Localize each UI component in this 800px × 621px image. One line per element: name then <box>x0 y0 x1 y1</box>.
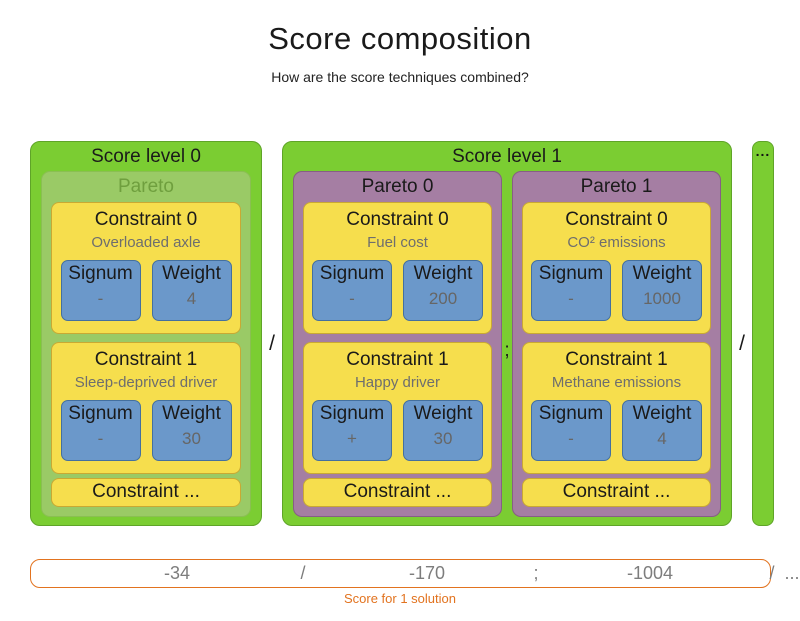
signum-box: Signum - <box>531 260 611 321</box>
weight-box: Weight 4 <box>151 260 232 321</box>
score-bar-tail-separator: / <box>769 563 775 583</box>
constraint-box: Constraint 0 CO² emissions Signum - Weig… <box>522 202 711 334</box>
weight-label: Weight <box>632 403 692 424</box>
level-separator: / <box>269 331 275 355</box>
weight-label: Weight <box>413 263 473 284</box>
weight-box: Weight 200 <box>403 260 483 321</box>
constraint-title: Constraint 0 <box>94 209 198 230</box>
weight-value: 30 <box>182 429 201 448</box>
constraint-title: Constraint 1 <box>346 349 449 370</box>
signum-value: - <box>97 289 104 308</box>
page-subtitle: How are the score techniques combined? <box>271 69 529 85</box>
score-level-0-label: Score level 0 <box>91 146 201 167</box>
weight-box: Weight 30 <box>403 400 483 461</box>
score-level-1-label: Score level 1 <box>452 146 562 167</box>
signum-label: Signum <box>538 263 604 284</box>
score-value-pareto0: -170 <box>408 563 446 583</box>
score-caption: Score for 1 solution <box>343 591 456 606</box>
weight-label: Weight <box>413 403 473 424</box>
tail-separator: / <box>739 331 745 355</box>
signum-weight-row: Signum - Weight 1000 <box>531 260 702 321</box>
signum-weight-row: Signum + Weight 30 <box>312 400 483 461</box>
score-level-1-body: Pareto 0 Constraint 0 Fuel cost Signum -… <box>293 171 721 517</box>
pareto-separator: ; <box>504 340 510 361</box>
constraint-box: Constraint 1 Happy driver Signum + Weigh… <box>303 342 492 474</box>
constraint-more-box: Constraint ... <box>522 478 711 507</box>
signum-value: + <box>347 429 357 448</box>
signum-value: - <box>97 429 104 448</box>
signum-box: Signum - <box>60 400 141 461</box>
weight-box: Weight 4 <box>622 400 702 461</box>
weight-box: Weight 1000 <box>622 260 702 321</box>
pareto-0-label: Pareto 0 <box>361 176 434 197</box>
signum-box: Signum - <box>531 400 611 461</box>
signum-label: Signum <box>68 403 133 424</box>
pareto-box: Pareto Constraint 0 Overloaded axle Sign… <box>41 171 251 517</box>
signum-value: - <box>349 289 355 308</box>
weight-label: Weight <box>632 263 692 284</box>
pareto-0-box: Pareto 0 Constraint 0 Fuel cost Signum -… <box>293 171 502 517</box>
constraint-title: Constraint 1 <box>565 349 668 370</box>
weight-value: 4 <box>657 429 667 448</box>
signum-box: Signum - <box>312 260 392 321</box>
constraint-name: Methane emissions <box>551 374 682 391</box>
constraint-title: Constraint 1 <box>94 349 198 370</box>
constraint-name: Overloaded axle <box>91 234 201 251</box>
constraint-title: Constraint 0 <box>565 209 668 230</box>
more-score-levels-box: ... <box>752 141 774 526</box>
signum-weight-row: Signum - Weight 4 <box>531 400 702 461</box>
score-level-0-box: Score level 0 Pareto Constraint 0 Overlo… <box>30 141 262 526</box>
score-bar: -34 / -170 ; -1004 / ... <box>30 559 800 588</box>
signum-box: Signum - <box>60 260 141 321</box>
score-bar-ellipsis: ... <box>784 563 800 583</box>
constraint-more-box: Constraint ... <box>303 478 492 507</box>
score-value-level0: -34 <box>163 563 191 583</box>
signum-box: Signum + <box>312 400 392 461</box>
score-value-pareto1: -1004 <box>626 563 674 583</box>
score-bar-pareto-separator: ; <box>533 563 539 583</box>
pareto-label: Pareto <box>118 176 174 197</box>
score-bar-level-separator: / <box>300 563 306 583</box>
constraint-box: Constraint 1 Methane emissions Signum - … <box>522 342 711 474</box>
page-title: Score composition <box>268 21 532 56</box>
constraint-name: CO² emissions <box>567 234 666 251</box>
constraint-name: Happy driver <box>354 374 441 391</box>
constraint-box: Constraint 1 Sleep-deprived driver Signu… <box>51 342 241 474</box>
weight-value: 1000 <box>643 289 681 308</box>
weight-value: 4 <box>186 289 197 308</box>
signum-label: Signum <box>319 403 385 424</box>
weight-value: 30 <box>433 429 453 448</box>
constraint-title: Constraint 0 <box>346 209 449 230</box>
constraint-more-box: Constraint ... <box>51 478 241 507</box>
constraint-name: Sleep-deprived driver <box>74 374 218 391</box>
signum-weight-row: Signum - Weight 4 <box>60 260 232 321</box>
signum-weight-row: Signum - Weight 30 <box>60 400 232 461</box>
signum-label: Signum <box>68 263 133 284</box>
score-level-1-box: Score level 1 Pareto 0 Constraint 0 Fuel… <box>282 141 732 526</box>
signum-value: - <box>568 429 574 448</box>
weight-value: 200 <box>428 289 458 308</box>
weight-label: Weight <box>162 263 221 284</box>
signum-value: - <box>568 289 574 308</box>
constraint-name: Fuel cost <box>367 234 428 251</box>
signum-weight-row: Signum - Weight 200 <box>312 260 483 321</box>
pareto-1-label: Pareto 1 <box>580 176 653 197</box>
ellipsis-label: ... <box>755 143 771 159</box>
weight-box: Weight 30 <box>151 400 232 461</box>
signum-label: Signum <box>538 403 604 424</box>
constraint-box: Constraint 0 Overloaded axle Signum - We… <box>51 202 241 334</box>
constraint-box: Constraint 0 Fuel cost Signum - Weight 2… <box>303 202 492 334</box>
signum-label: Signum <box>319 263 385 284</box>
score-composition-diagram: Score level 0 Pareto Constraint 0 Overlo… <box>30 141 774 526</box>
weight-label: Weight <box>162 403 221 424</box>
pareto-1-box: Pareto 1 Constraint 0 CO² emissions Sign… <box>512 171 721 517</box>
